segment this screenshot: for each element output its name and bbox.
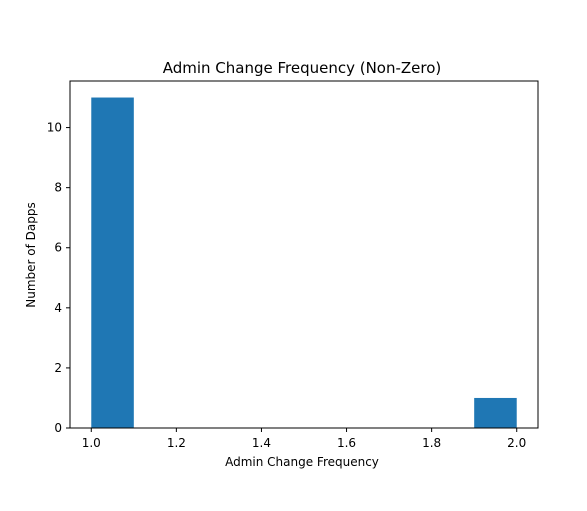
y-tick-label: 2 (54, 361, 62, 375)
y-tick-label: 4 (54, 301, 62, 315)
y-tick-label: 6 (54, 241, 62, 255)
histogram-bar (474, 397, 517, 428)
y-tick-label: 10 (47, 121, 62, 135)
x-tick-label: 1.4 (252, 436, 271, 450)
y-axis-label: Number of Dapps (24, 202, 38, 307)
histogram-bar (91, 97, 134, 429)
plot-frame (69, 80, 539, 429)
x-tick-label: 1.8 (422, 436, 441, 450)
x-tick-label: 2.0 (507, 436, 526, 450)
x-axis-label: Admin Change Frequency (225, 455, 379, 469)
chart-title: Admin Change Frequency (Non-Zero) (163, 59, 442, 77)
x-tick-label: 1.6 (337, 436, 356, 450)
x-axis-ticks: 1.0 1.2 1.4 1.6 1.8 2.0 (82, 428, 526, 450)
y-axis-ticks: 0 2 4 6 8 10 (47, 121, 70, 435)
y-tick-label: 8 (54, 181, 62, 195)
x-tick-label: 1.2 (167, 436, 186, 450)
x-tick-label: 1.0 (82, 436, 101, 450)
y-tick-label: 0 (54, 421, 62, 435)
bars-layer (91, 97, 517, 429)
